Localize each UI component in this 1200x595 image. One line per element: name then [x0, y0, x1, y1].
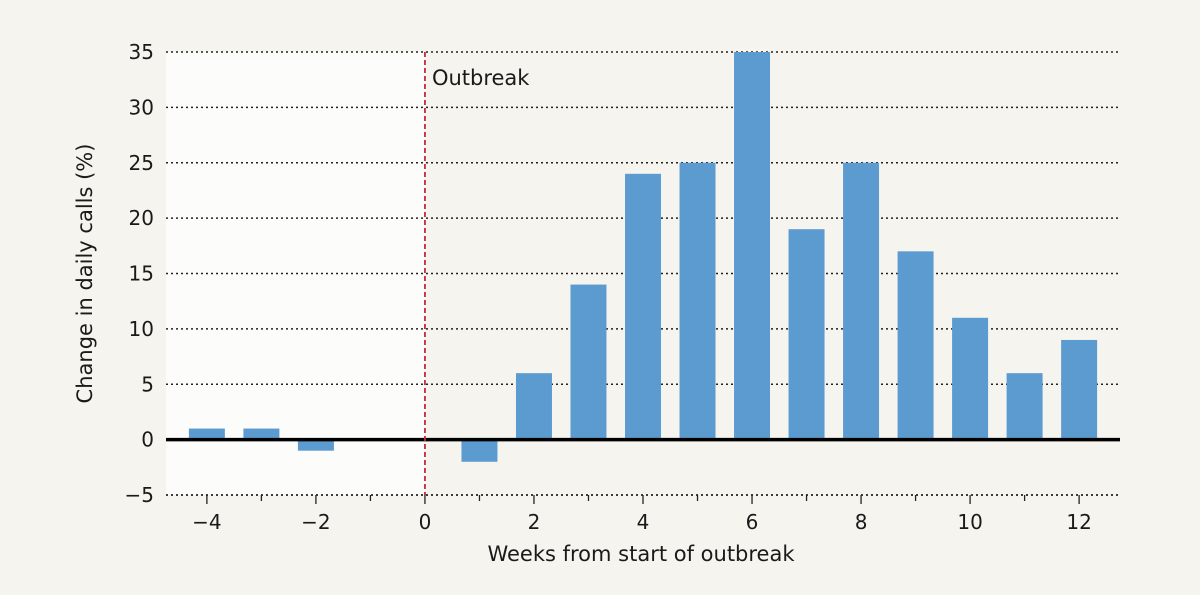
- bar: [461, 439, 498, 462]
- x-tick-label: 10: [957, 510, 982, 534]
- bar: [679, 162, 716, 440]
- bar: [625, 173, 661, 440]
- x-tick-label: −4: [192, 510, 221, 534]
- bar: [734, 52, 771, 440]
- bar: [1006, 373, 1043, 440]
- y-axis-ticks: −5 0 5 10 15 20 25 30 35: [125, 40, 154, 507]
- y-axis-title: Change in daily calls (%): [73, 144, 97, 404]
- y-tick-label: 25: [129, 151, 154, 175]
- bars: [188, 52, 1098, 462]
- outbreak-annotation: Outbreak: [432, 66, 530, 90]
- bar: [952, 317, 989, 440]
- bar: [297, 439, 334, 451]
- x-tick-label: 2: [528, 510, 541, 534]
- x-tick-label: −2: [301, 510, 330, 534]
- bar: [843, 162, 880, 440]
- x-axis-title: Weeks from start of outbreak: [487, 542, 795, 566]
- bar: [243, 428, 280, 440]
- x-tick-label: 4: [637, 510, 650, 534]
- bar: [788, 229, 825, 440]
- y-tick-label: −5: [125, 483, 154, 507]
- bar: [897, 251, 934, 440]
- x-axis-ticks: −4 −2 0 2 4 6 8 10 12: [192, 495, 1092, 534]
- bar: [570, 284, 607, 440]
- y-tick-label: 20: [129, 206, 154, 230]
- y-tick-label: 5: [141, 372, 154, 396]
- y-tick-label: 10: [129, 317, 154, 341]
- bar: [515, 373, 552, 440]
- x-tick-label: 12: [1066, 510, 1091, 534]
- y-tick-label: 0: [141, 428, 154, 452]
- x-tick-label: 8: [855, 510, 868, 534]
- bar: [1061, 339, 1098, 440]
- bar: [188, 428, 225, 440]
- y-tick-label: 35: [129, 40, 154, 64]
- y-tick-label: 30: [129, 95, 154, 119]
- x-tick-label: 0: [419, 510, 432, 534]
- x-tick-label: 6: [746, 510, 759, 534]
- y-tick-label: 15: [129, 262, 154, 286]
